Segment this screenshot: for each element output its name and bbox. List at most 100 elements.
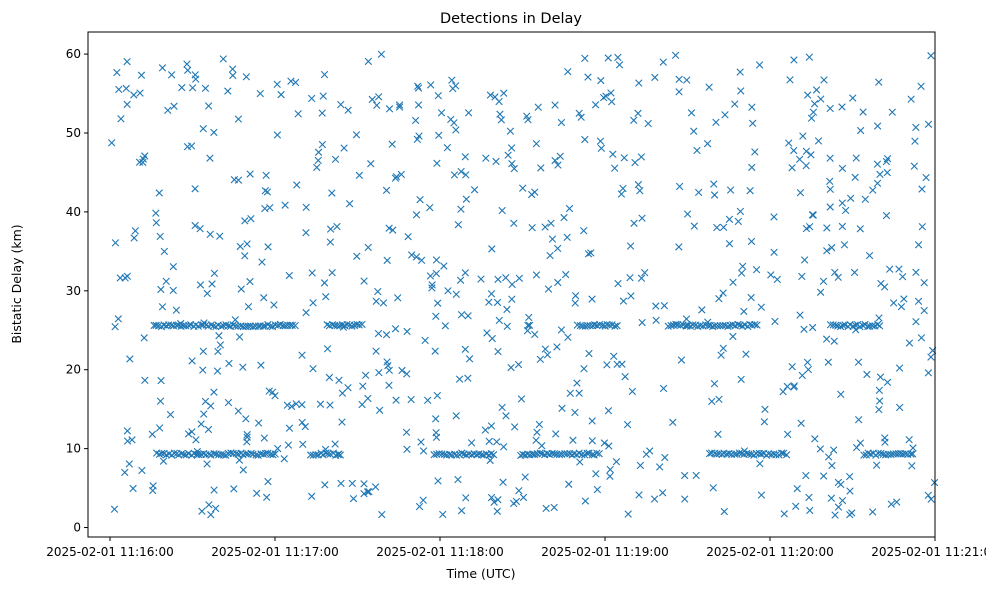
scatter-point — [708, 397, 716, 406]
scatter-point — [164, 106, 172, 115]
scatter-point — [487, 450, 495, 458]
scatter-point — [819, 277, 828, 286]
scatter-point — [636, 461, 645, 470]
scatter-point — [325, 373, 334, 382]
x-tick: 2025-02-01 11:16:00 — [46, 537, 174, 559]
scatter-point — [905, 339, 914, 347]
scatter-point — [605, 442, 613, 450]
scatter-point — [379, 299, 388, 307]
scatter-point — [464, 109, 473, 117]
scatter-point — [152, 218, 160, 227]
scatter-point — [434, 477, 442, 485]
scatter-point — [458, 449, 466, 457]
scatter-point — [312, 451, 320, 459]
scatter-point — [623, 420, 632, 429]
scatter-point — [375, 368, 383, 377]
scatter-point — [123, 427, 132, 435]
scatter-point — [747, 237, 756, 246]
scatter-point — [564, 68, 572, 76]
scatter-point — [260, 294, 268, 302]
scatter-point — [831, 268, 839, 277]
scatter-point — [790, 383, 798, 391]
scatter-point — [241, 217, 249, 225]
scatter-point — [819, 472, 828, 480]
scatter-point — [111, 323, 119, 331]
scatter-point — [595, 449, 603, 458]
scatter-point — [271, 391, 279, 400]
scatter-point — [565, 480, 573, 488]
scatter-point — [583, 321, 592, 330]
scatter-point — [157, 285, 165, 294]
scatter-point — [353, 252, 361, 260]
scatter-point — [464, 312, 472, 320]
scatter-point — [291, 321, 299, 330]
scatter-point — [856, 126, 865, 135]
scatter-point — [924, 120, 933, 128]
scatter-point — [561, 270, 570, 279]
scatter-point — [337, 100, 345, 109]
scatter-point — [372, 347, 380, 355]
scatter-point — [363, 488, 372, 496]
scatter-point — [887, 500, 895, 508]
scatter-point — [543, 351, 552, 359]
scatter-point — [779, 387, 787, 396]
scatter-point — [328, 268, 336, 277]
scatter-point — [571, 299, 579, 307]
scatter-point — [391, 325, 400, 333]
x-tick: 2025-02-01 11:17:00 — [211, 537, 339, 559]
scatter-point — [492, 157, 500, 166]
scatter-point — [838, 496, 847, 505]
scatter-point — [710, 191, 719, 199]
scatter-point — [183, 60, 191, 68]
scatter-point — [258, 258, 266, 266]
scatter-point — [462, 171, 470, 179]
scatter-point — [712, 118, 720, 127]
scatter-point — [461, 153, 469, 161]
scatter-point — [823, 247, 831, 255]
scatter-point — [335, 376, 343, 384]
scatter-point — [573, 379, 581, 387]
scatter-point — [413, 135, 422, 143]
scatter-point — [927, 353, 935, 361]
scatter-point — [477, 275, 485, 283]
scatter-point — [875, 314, 883, 322]
y-tick: 30 — [66, 284, 88, 298]
scatter-point — [556, 152, 564, 160]
scatter-point — [247, 449, 255, 458]
scatter-point — [115, 85, 123, 94]
scatter-point — [196, 281, 205, 289]
scatter-point — [515, 274, 524, 282]
scatter-point — [593, 449, 601, 457]
scatter-point — [895, 364, 904, 372]
scatter-point — [170, 102, 178, 110]
scatter-point — [606, 465, 614, 474]
scatter-point — [861, 195, 869, 204]
scatter-point — [638, 318, 646, 327]
scatter-point — [803, 91, 812, 99]
scatter-point — [715, 294, 723, 303]
scatter-point — [680, 471, 689, 480]
scatter-point — [650, 495, 659, 503]
scatter-point — [455, 375, 464, 383]
scatter-point — [671, 51, 680, 60]
scatter-point — [188, 84, 197, 92]
y-tick: 10 — [66, 442, 88, 456]
scatter-point — [797, 419, 805, 427]
scatter-point — [907, 450, 915, 458]
scatter-point — [273, 131, 282, 139]
scatter-point — [907, 95, 915, 103]
scatter-point — [869, 186, 877, 194]
scatter-point — [298, 418, 306, 427]
scatter-point — [169, 286, 177, 295]
scatter-point — [659, 384, 668, 393]
scatter-point — [846, 511, 854, 519]
scatter-point — [531, 188, 539, 196]
scatter-point — [802, 471, 810, 480]
scatter-point — [850, 268, 859, 277]
scatter-point — [352, 131, 361, 139]
scatter-point — [918, 223, 926, 231]
scatter-point — [450, 171, 459, 179]
scatter-point — [397, 170, 406, 179]
scatter-point — [603, 361, 611, 369]
scatter-point — [575, 109, 583, 117]
